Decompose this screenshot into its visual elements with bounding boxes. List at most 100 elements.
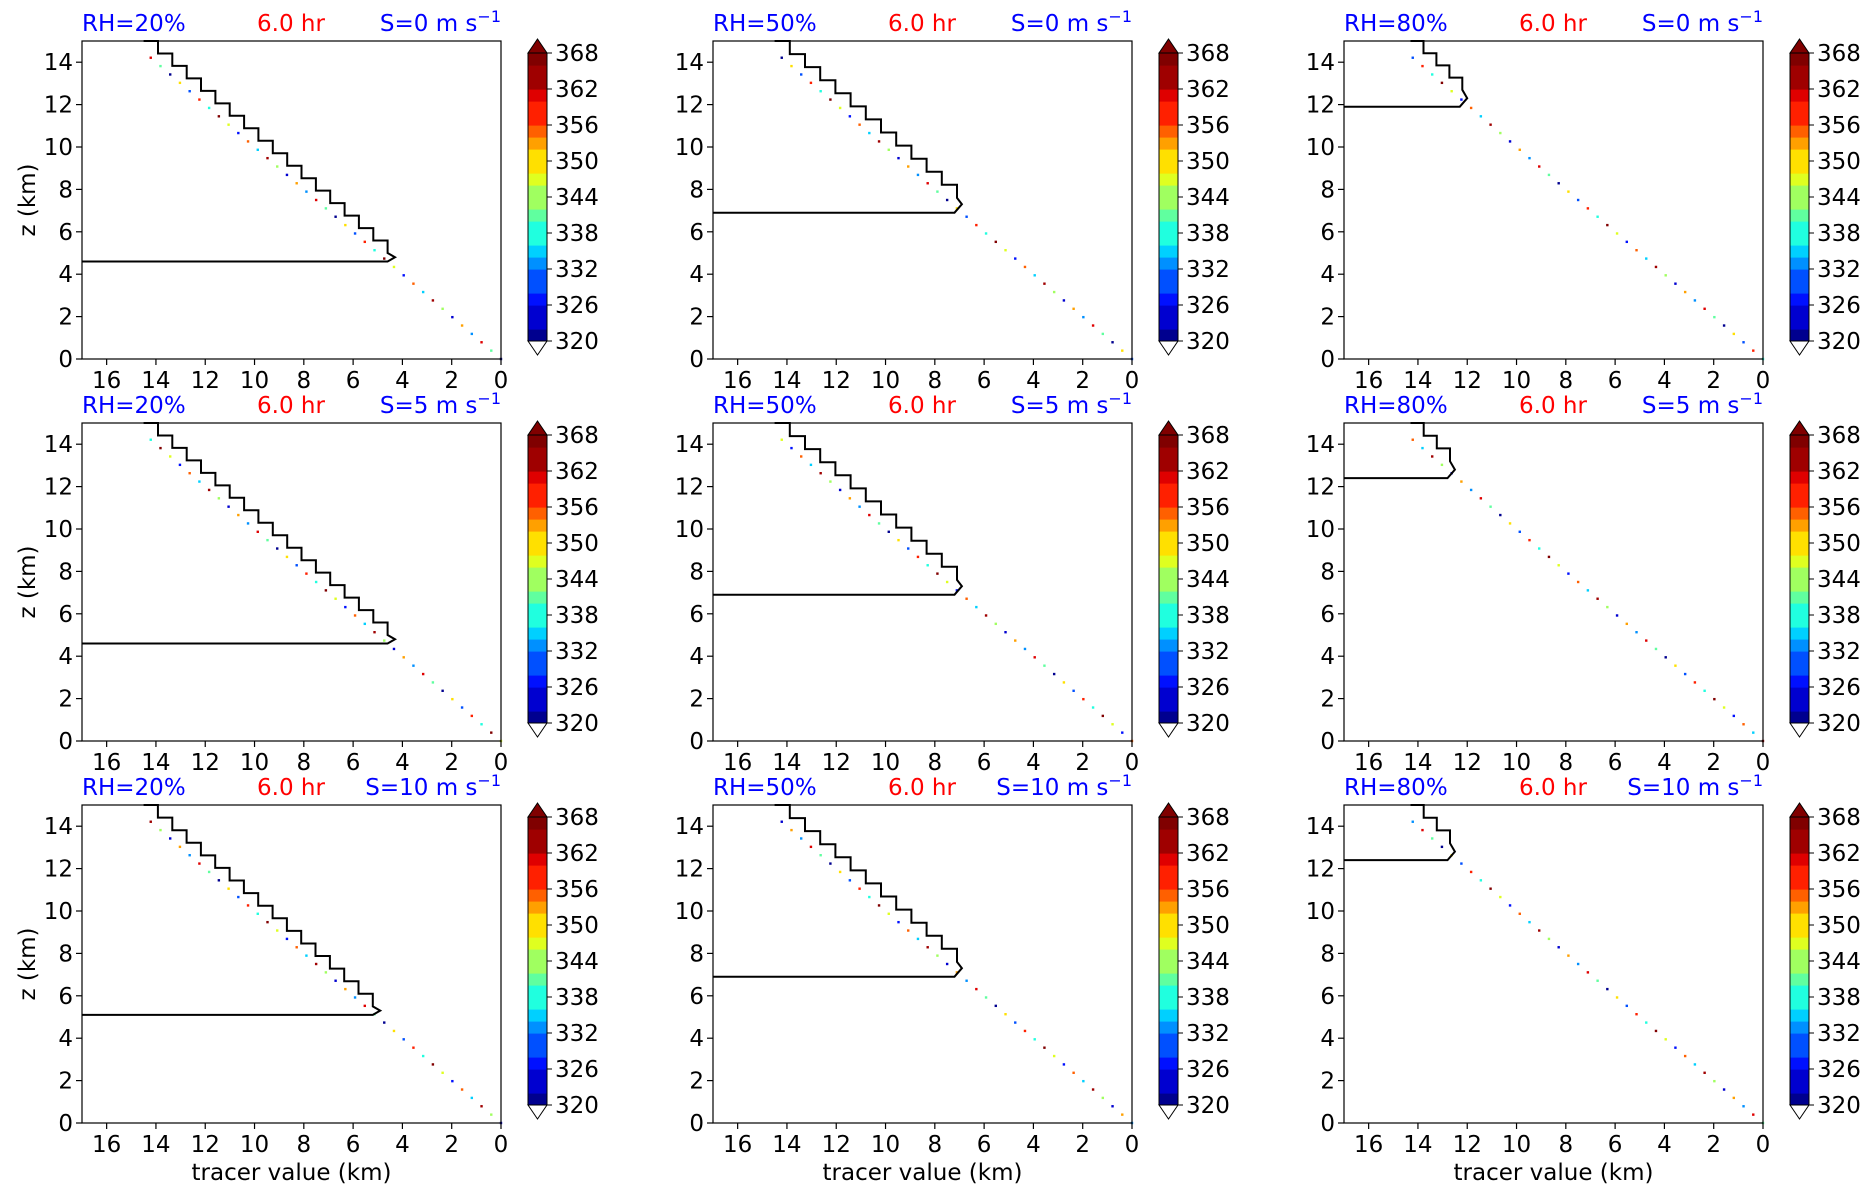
x-axis-label: tracer value (km) xyxy=(192,1160,392,1186)
time-label: 6.0 hr xyxy=(1519,11,1587,37)
colorbar-segment xyxy=(1159,1021,1178,1034)
tracer-dot xyxy=(1752,1113,1755,1116)
tracer-dot xyxy=(1072,307,1075,310)
x-tick-label: 4 xyxy=(1026,1132,1041,1158)
colorbar-tick-label: 332 xyxy=(555,257,599,283)
y-tick-label: 6 xyxy=(1320,220,1335,246)
colorbar-segment xyxy=(1790,471,1809,484)
colorbar-segment xyxy=(1790,675,1809,688)
colorbar-segment xyxy=(1790,1021,1809,1034)
y-tick-label: 14 xyxy=(1306,814,1335,840)
colorbar-segment xyxy=(1159,1057,1178,1070)
colorbar-tick-label: 326 xyxy=(555,1057,599,1083)
tracer-dot xyxy=(451,315,454,319)
colorbar-segment xyxy=(1159,89,1178,102)
colorbar-tick-label: 356 xyxy=(1186,495,1230,521)
colorbar-segment xyxy=(1790,149,1809,162)
y-tick-label: 4 xyxy=(1320,262,1335,288)
y-tick-label: 10 xyxy=(675,899,704,925)
colorbar-segment xyxy=(1790,699,1809,712)
colorbar-segment xyxy=(1159,173,1178,186)
tracer-dot xyxy=(1440,845,1444,849)
cloud-contour xyxy=(82,422,398,645)
tracer-dot xyxy=(1508,904,1512,907)
colorbar-tick-label: 368 xyxy=(1817,805,1861,831)
colorbar-tick-label: 350 xyxy=(1817,531,1861,557)
y-tick-label: 12 xyxy=(1306,475,1335,501)
colorbar-tick-label: 326 xyxy=(1186,1057,1230,1083)
tracer-dot xyxy=(334,597,337,600)
rh-label: RH=80% xyxy=(1344,11,1448,37)
cloud-contour xyxy=(1344,422,1457,480)
colorbar-segment xyxy=(528,1093,547,1106)
subplot-1-1: RH=50% 6.0 hr S=5 m s−1 0 2 4 6 8 10 12 14 16 14 12 10… xyxy=(675,389,1230,776)
colorbar-segment xyxy=(528,651,547,664)
tracer-dot xyxy=(945,580,949,584)
tracer-dot xyxy=(877,904,881,907)
colorbar-tick-label: 332 xyxy=(1817,1021,1861,1047)
colorbar-extend-min xyxy=(1158,722,1179,738)
tracer-dot xyxy=(392,647,396,651)
tracer-dot xyxy=(383,639,386,642)
cloud-contour xyxy=(82,804,383,1016)
tracer-dot xyxy=(314,962,318,966)
x-tick-label: 0 xyxy=(1125,750,1140,776)
tracer-dot xyxy=(285,937,289,941)
colorbar-tick-label: 344 xyxy=(555,185,599,211)
colorbar-segment xyxy=(1790,639,1809,652)
colorbar-tick-label: 320 xyxy=(1186,329,1230,355)
y-tick-label: 0 xyxy=(689,729,704,755)
colorbar-segment xyxy=(1790,101,1809,114)
colorbar-segment xyxy=(1159,699,1178,712)
colorbar-tick-label: 344 xyxy=(1817,567,1861,593)
colorbar-segment xyxy=(1790,865,1809,878)
rh-label: RH=80% xyxy=(1344,393,1448,419)
tracer-dot xyxy=(363,240,366,244)
colorbar-segment xyxy=(528,627,547,640)
y-tick-label: 2 xyxy=(1320,687,1335,713)
colorbar-tick-label: 338 xyxy=(555,603,599,629)
colorbar-segment xyxy=(1159,257,1178,270)
colorbar-segment xyxy=(1790,997,1809,1010)
cloud-contour xyxy=(713,40,964,214)
tracer-dot xyxy=(936,190,939,193)
colorbar-segment xyxy=(528,65,547,78)
x-tick-label: 4 xyxy=(1026,750,1041,776)
x-tick-label: 2 xyxy=(1075,1132,1090,1158)
tracer-dot xyxy=(451,697,454,701)
colorbar-tick-label: 326 xyxy=(1817,293,1861,319)
x-tick-label: 8 xyxy=(1559,1132,1574,1158)
tracer-dot xyxy=(1645,1021,1648,1024)
tracer-dot xyxy=(1703,689,1706,692)
tracer-dot xyxy=(421,672,425,676)
x-tick-label: 16 xyxy=(1354,750,1383,776)
cloud-contour xyxy=(1344,804,1457,862)
tracer-dot xyxy=(1518,912,1521,915)
colorbar-segment xyxy=(1790,1045,1809,1058)
x-tick-label: 2 xyxy=(1075,368,1090,394)
colorbar-segment xyxy=(1790,281,1809,294)
y-tick-label: 0 xyxy=(58,347,73,373)
colorbar-segment xyxy=(528,495,547,508)
tracer-dot xyxy=(451,1079,454,1083)
tracer-dot xyxy=(975,605,978,609)
y-tick-label: 10 xyxy=(675,517,704,543)
tracer-dot xyxy=(1635,1013,1638,1016)
colorbar-segment xyxy=(1159,913,1178,926)
x-tick-label: 6 xyxy=(977,1132,992,1158)
colorbar-segment xyxy=(1790,495,1809,508)
tracer-dot xyxy=(441,307,444,310)
tracer-dot xyxy=(1111,341,1114,344)
x-tick-label: 10 xyxy=(240,368,269,394)
tracer-dot xyxy=(1499,895,1502,899)
y-tick-label: 0 xyxy=(1320,1111,1335,1137)
y-tick-label: 10 xyxy=(44,135,73,161)
tracer-dot xyxy=(1752,349,1755,352)
tracer-dot xyxy=(480,723,483,726)
colorbar-extend-max xyxy=(1158,420,1179,436)
y-tick-label: 8 xyxy=(689,941,704,967)
tracer-dot xyxy=(1576,580,1580,584)
colorbar-tick-label: 362 xyxy=(1817,841,1861,867)
x-tick-label: 2 xyxy=(1706,1132,1721,1158)
y-tick-label: 6 xyxy=(689,984,704,1010)
